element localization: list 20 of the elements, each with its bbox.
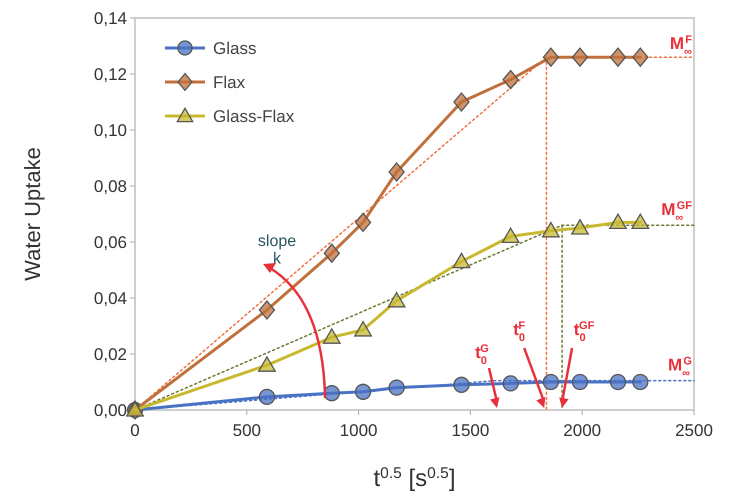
y-tick-label: 0,02 <box>94 344 127 364</box>
annotation: slope k <box>258 233 296 268</box>
x-tick-label: 1000 <box>340 421 378 440</box>
x-tick-label: 0 <box>130 421 140 440</box>
y-tick-label: 0,08 <box>94 176 127 196</box>
legend-label: Flax <box>213 72 246 92</box>
y-tick-label: 0,10 <box>94 120 127 140</box>
legend-label: Glass <box>213 38 256 58</box>
y-tick-label: 0,12 <box>94 64 127 84</box>
x-axis-title: t$^{0.5}$ [s$^{0.5}$] <box>373 464 456 492</box>
y-tick-label: 0,06 <box>94 232 127 252</box>
y-tick-label: 0,00 <box>94 400 127 420</box>
x-tick-label: 500 <box>232 421 261 440</box>
y-axis-title: Water Uptake <box>20 147 45 281</box>
x-tick-label: 1500 <box>451 421 490 440</box>
y-tick-label: 0,04 <box>94 288 127 308</box>
legend-label: Glass-Flax <box>213 106 295 126</box>
x-tick-label: 2000 <box>563 421 602 440</box>
y-tick-label: 0,14 <box>94 8 127 28</box>
x-tick-label: 2500 <box>675 421 713 440</box>
